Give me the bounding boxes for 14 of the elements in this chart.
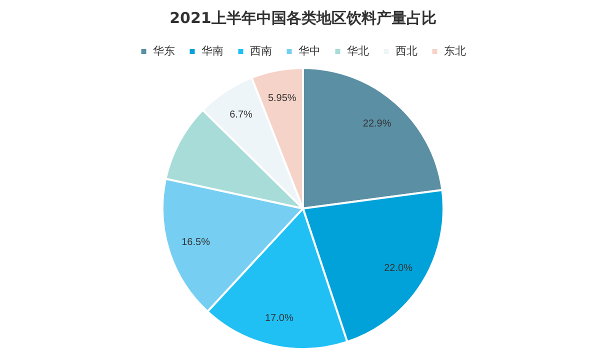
data-label: 22.9% [362,118,392,130]
legend-label: 华东 [152,44,175,58]
data-label: 16.5% [182,236,210,248]
data-label: 17.0% [264,313,294,324]
legend-label: 华南 [201,44,224,58]
data-label: 22.0% [384,262,413,274]
data-label: 5.95% [268,92,296,104]
legend-label: 华北 [346,44,369,58]
legend-label: 华中 [298,44,320,58]
legend-label: 西北 [395,44,418,58]
data-label: 6.7% [230,110,252,120]
legend-label: 西南 [250,44,272,58]
chart-title: 2021上半年中国各类地区饮料产量占比 [170,8,436,27]
legend-label: 东北 [444,44,466,58]
